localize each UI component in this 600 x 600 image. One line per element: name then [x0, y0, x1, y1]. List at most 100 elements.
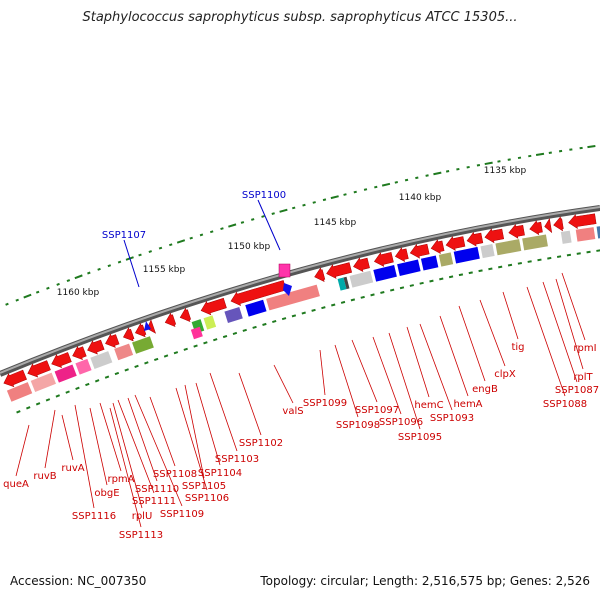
- inner-tick: [350, 298, 356, 302]
- gene-arrow-shape: [553, 216, 564, 232]
- ssp1100-feature-box[interactable]: [278, 263, 291, 278]
- gene-label[interactable]: rpmA: [107, 474, 134, 485]
- gene-label[interactable]: hemC: [414, 400, 443, 411]
- gene-label[interactable]: SSP1096: [379, 417, 423, 428]
- gene-label[interactable]: ruvA: [61, 463, 84, 474]
- gene-label[interactable]: SSP1093: [430, 413, 474, 424]
- scale-tick: [322, 198, 327, 202]
- inner-tick: [419, 281, 424, 285]
- gene-label[interactable]: SSP1097: [355, 405, 399, 416]
- highlighted-gene-label[interactable]: SSP1107: [102, 230, 146, 241]
- gene-label[interactable]: SSP1109: [160, 509, 204, 520]
- scale-tick: [250, 218, 255, 221]
- gene-arrow-shape: [466, 231, 484, 247]
- scale-tick: [209, 230, 214, 234]
- scale-label: 1150 kbp: [228, 242, 271, 252]
- gene-leader: [319, 349, 326, 396]
- cog-block: [203, 315, 217, 330]
- inner-tick: [163, 354, 169, 358]
- scale-tick: [548, 151, 552, 154]
- gene-label[interactable]: queA: [3, 479, 29, 490]
- gene-label[interactable]: SSP1105: [182, 481, 226, 492]
- cog-block-shape: [203, 315, 217, 330]
- highlighted-genes[interactable]: SSP1100 SSP1107: [102, 190, 292, 331]
- gene-leader: [117, 399, 155, 494]
- gene-label[interactable]: SSP1111: [132, 496, 176, 507]
- gene-leader: [109, 407, 142, 528]
- scale-tick: [507, 158, 511, 161]
- gene-leader: [175, 387, 208, 491]
- gene-label[interactable]: SSP1106: [185, 493, 229, 504]
- gene-label[interactable]: engB: [472, 384, 498, 395]
- gene-arrow-shape: [508, 223, 525, 239]
- gene-leader: [99, 402, 122, 472]
- scale-tick: [5, 302, 9, 306]
- gene-arrow: [87, 339, 105, 355]
- gene-label[interactable]: SSP1104: [198, 468, 242, 479]
- inner-tick: [566, 253, 572, 257]
- cog-block-shape: [438, 252, 454, 267]
- gene-label[interactable]: valS: [282, 406, 303, 417]
- gene-label[interactable]: rplT: [573, 372, 593, 383]
- inner-tick: [213, 338, 218, 342]
- gene-label[interactable]: SSP1095: [398, 432, 442, 443]
- scale-tick: [66, 279, 71, 283]
- scale-tick: [176, 239, 186, 244]
- gene-leader: [134, 394, 183, 507]
- cog-block-shape: [575, 227, 596, 242]
- ssp1100-leader: [257, 199, 281, 251]
- gene-arrow: [466, 231, 484, 247]
- cog-block: [480, 244, 495, 259]
- gene-arrow-shape: [484, 228, 505, 244]
- cog-block: [30, 372, 56, 393]
- gene-arrow: [544, 217, 553, 234]
- gene-label[interactable]: obgE: [94, 488, 119, 499]
- gene-label[interactable]: ruvB: [33, 471, 56, 482]
- cog-block-shape: [453, 246, 480, 264]
- gene-label[interactable]: SSP1110: [135, 484, 179, 495]
- gene-arrow: [353, 257, 370, 273]
- gene-arrow-shape: [409, 243, 430, 259]
- scale-tick: [456, 167, 460, 171]
- cog-block: [90, 351, 113, 369]
- gene-arrow-shape: [146, 319, 157, 334]
- gene-label[interactable]: clpX: [494, 369, 516, 380]
- ssp1100-marker[interactable]: [283, 283, 292, 296]
- cog-block: [132, 336, 154, 354]
- gene-arrow-shape: [51, 352, 72, 369]
- gene-label[interactable]: SSP1113: [119, 530, 163, 541]
- ssp1107-marker[interactable]: [144, 321, 151, 331]
- cog-block: [438, 252, 454, 267]
- gene-label[interactable]: rplU: [132, 511, 153, 522]
- gene-label[interactable]: SSP1108: [153, 469, 197, 480]
- inner-tick: [370, 293, 375, 297]
- gene-labels[interactable]: queA ruvB ruvA SSP1116 obgE rpmA rplU SSP1113 SS…: [3, 342, 599, 541]
- gene-arrow: [200, 297, 227, 316]
- inner-tick: [429, 279, 434, 283]
- gene-label[interactable]: SSP1088: [543, 399, 587, 410]
- inner-tick: [65, 390, 70, 394]
- scale-tick: [528, 154, 532, 158]
- gene-label[interactable]: rpmI: [573, 343, 596, 354]
- gene-leader: [555, 278, 584, 370]
- cog-block: [453, 246, 480, 264]
- gene-leader: [209, 372, 238, 452]
- scale-tick: [433, 171, 442, 176]
- cog-block-shape: [245, 299, 267, 317]
- cog-block: [373, 264, 397, 282]
- gene-label[interactable]: SSP1102: [239, 438, 283, 449]
- scale-label: 1135 kbp: [484, 166, 527, 176]
- scale-tick: [558, 149, 563, 153]
- gene-label[interactable]: SSP1116: [72, 511, 116, 522]
- gene-label[interactable]: SSP1087: [555, 385, 599, 396]
- highlighted-gene-label[interactable]: SSP1100: [242, 190, 286, 201]
- gene-label[interactable]: SSP1099: [303, 398, 347, 409]
- gene-arrow: [72, 345, 87, 361]
- gene-label[interactable]: SSP1098: [336, 420, 380, 431]
- scale-tick: [35, 290, 40, 294]
- accession-label: Accession: NC_007350: [10, 574, 147, 588]
- gene-label[interactable]: tig: [511, 342, 524, 353]
- gene-label[interactable]: SSP1103: [215, 454, 259, 465]
- gene-label[interactable]: hemA: [453, 399, 482, 410]
- inner-tick: [556, 255, 562, 258]
